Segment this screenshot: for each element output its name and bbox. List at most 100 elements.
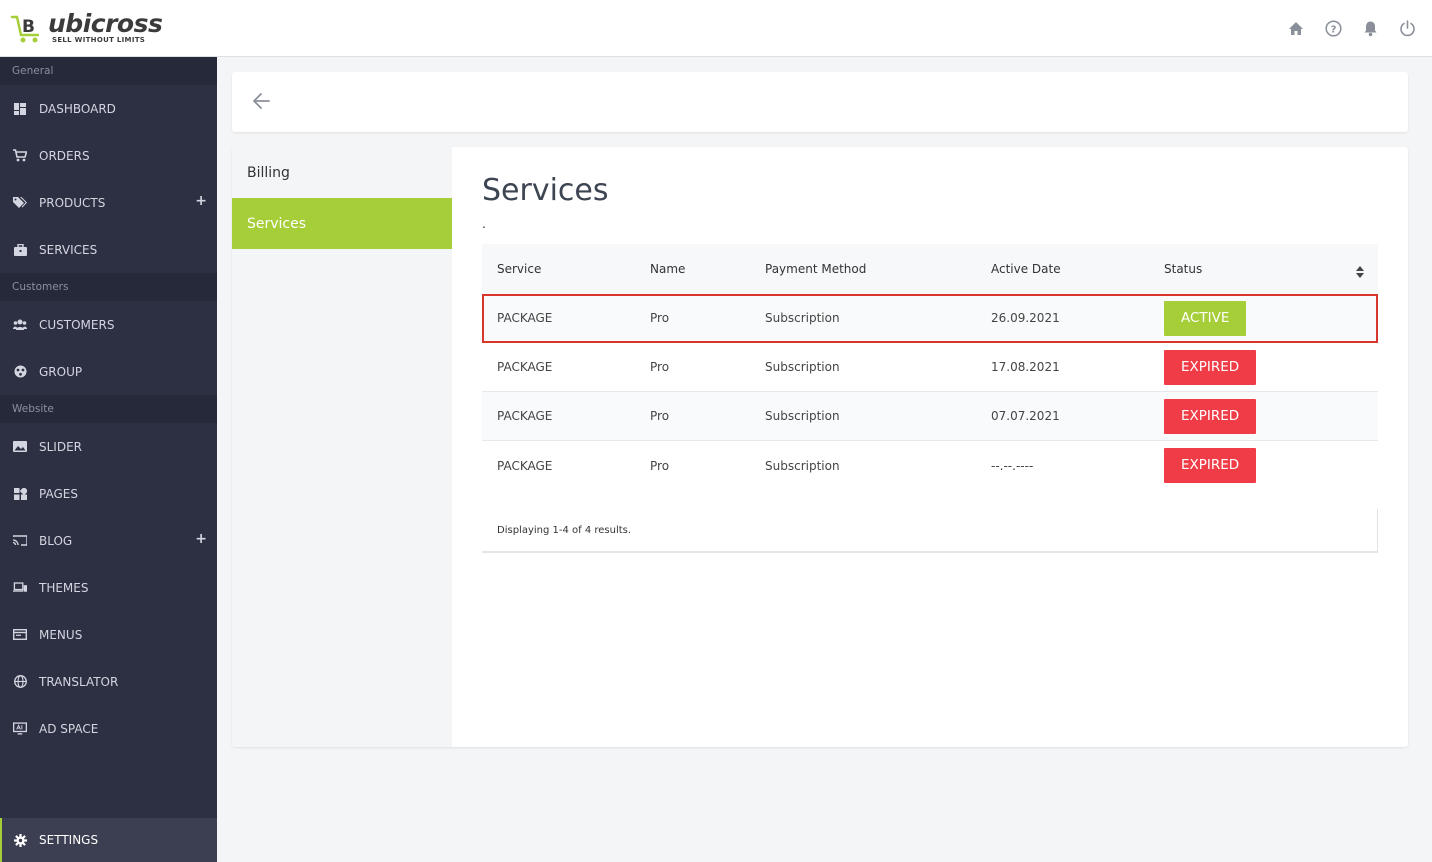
status-badge[interactable]: ACTIVE — [1164, 300, 1247, 336]
svg-text:B: B — [22, 17, 35, 37]
sidebar-item-label: THEMES — [39, 580, 89, 595]
sidebar-item-label: ORDERS — [39, 148, 90, 163]
sidebar-item-settings[interactable]: SETTINGS — [0, 818, 217, 862]
cell-active-date: --.--.---- — [991, 458, 1034, 473]
sidebar-item-group[interactable]: GROUP — [0, 348, 217, 395]
users-icon — [13, 318, 27, 332]
power-icon[interactable] — [1398, 18, 1416, 38]
dashboard-icon — [13, 102, 27, 116]
sidebar-item-ad-space[interactable]: AD SPACE — [0, 705, 217, 752]
sidebar-item-services[interactable]: SERVICES — [0, 226, 217, 273]
cell-name: Pro — [650, 458, 670, 473]
back-card — [232, 72, 1408, 132]
sidebar-section-general: General — [0, 57, 217, 85]
column-header-payment-method[interactable]: Payment Method — [765, 262, 867, 276]
menu-window-icon — [13, 628, 27, 642]
group-icon — [13, 365, 27, 379]
expand-plus-icon[interactable]: + — [195, 193, 207, 209]
cell-active-date: 26.09.2021 — [991, 311, 1060, 325]
back-arrow-icon[interactable] — [252, 92, 274, 112]
subnav-item-billing[interactable]: Billing — [247, 164, 290, 181]
sidebar-item-label: BLOG — [39, 533, 73, 548]
devices-icon — [13, 581, 27, 595]
cell-payment-method: Subscription — [765, 360, 840, 374]
sidebar-item-label: MENUS — [39, 627, 83, 642]
services-table: Service Name Payment Method Active Date … — [482, 244, 1378, 490]
sidebar-item-label: SLIDER — [39, 439, 83, 454]
subnav-item-services[interactable]: Services — [232, 198, 452, 249]
sidebar-section-website: Website — [0, 395, 217, 423]
sidebar-item-label: PAGES — [39, 486, 78, 501]
top-bar: B ubicross SELL WITHOUT LIMITS ? — [0, 0, 1432, 57]
cell-payment-method: Subscription — [765, 311, 840, 325]
sidebar-item-slider[interactable]: SLIDER — [0, 423, 217, 470]
sidebar-item-translator[interactable]: TRANSLATOR — [0, 658, 217, 705]
main-card: Billing Services Services . Service Name… — [232, 147, 1408, 747]
cell-payment-method: Subscription — [765, 409, 840, 423]
column-header-status[interactable]: Status — [1164, 262, 1203, 276]
status-badge[interactable]: EXPIRED — [1164, 398, 1257, 434]
globe-icon — [13, 675, 27, 689]
gear-icon — [13, 833, 27, 847]
sidebar-item-pages[interactable]: PAGES — [0, 470, 217, 517]
sidebar-item-customers[interactable]: CUSTOMERS — [0, 301, 217, 348]
sidebar-item-blog[interactable]: BLOG + — [0, 517, 217, 564]
sidebar-item-label: SERVICES — [39, 242, 98, 257]
sidebar-item-label: SETTINGS — [39, 833, 99, 847]
cell-name: Pro — [650, 409, 670, 423]
column-header-name[interactable]: Name — [650, 262, 686, 276]
cell-active-date: 07.07.2021 — [991, 409, 1060, 423]
page-subtitle-dot: . — [482, 217, 486, 231]
table-row[interactable]: PACKAGE Pro Subscription 17.08.2021 EXPI… — [482, 343, 1378, 392]
sort-icon[interactable] — [1356, 263, 1364, 278]
table-row[interactable]: PACKAGE Pro Subscription --.--.---- EXPI… — [482, 441, 1378, 490]
table-row[interactable]: PACKAGE Pro Subscription 26.09.2021 ACTI… — [482, 294, 1378, 343]
sidebar-item-label: GROUP — [39, 364, 83, 379]
table-header: Service Name Payment Method Active Date … — [482, 244, 1378, 294]
briefcase-icon — [13, 243, 27, 257]
page-title: Services — [482, 173, 609, 208]
sidebar-item-label: TRANSLATOR — [39, 674, 119, 689]
cell-active-date: 17.08.2021 — [991, 360, 1060, 374]
pages-icon — [13, 487, 27, 501]
brand-tagline: SELL WITHOUT LIMITS — [52, 36, 146, 44]
bell-icon[interactable] — [1361, 18, 1379, 38]
cell-name: Pro — [650, 311, 670, 325]
help-icon[interactable]: ? — [1324, 18, 1342, 38]
sidebar-item-label: CUSTOMERS — [39, 317, 115, 332]
cell-service: PACKAGE — [497, 311, 553, 325]
table-row[interactable]: PACKAGE Pro Subscription 07.07.2021 EXPI… — [482, 392, 1378, 441]
expand-plus-icon[interactable]: + — [195, 531, 207, 547]
pagination-summary: Displaying 1-4 of 4 results. — [482, 509, 1378, 553]
home-icon[interactable] — [1287, 18, 1305, 38]
column-header-active-date[interactable]: Active Date — [991, 262, 1061, 276]
sidebar-item-label: PRODUCTS — [39, 195, 106, 210]
sidebar-item-products[interactable]: PRODUCTS + — [0, 179, 217, 226]
cell-service: PACKAGE — [497, 458, 553, 473]
sidebar-item-dashboard[interactable]: DASHBOARD — [0, 85, 217, 132]
cell-payment-method: Subscription — [765, 458, 840, 473]
sidebar-item-themes[interactable]: THEMES — [0, 564, 217, 611]
sidebar-item-label: AD SPACE — [39, 721, 99, 736]
status-badge[interactable]: EXPIRED — [1164, 349, 1257, 385]
svg-text:?: ? — [1330, 24, 1336, 35]
ad-screen-icon — [13, 722, 27, 736]
sidebar-item-orders[interactable]: ORDERS — [0, 132, 217, 179]
sidebar-item-menus[interactable]: MENUS — [0, 611, 217, 658]
column-header-service[interactable]: Service — [497, 262, 542, 276]
status-badge[interactable]: EXPIRED — [1164, 448, 1257, 483]
cart-logo-icon: B — [10, 11, 46, 45]
sidebar: General DASHBOARD ORDERS PRODUCTS + SERV… — [0, 57, 217, 862]
tags-icon — [13, 196, 27, 210]
cell-name: Pro — [650, 360, 670, 374]
cart-icon — [13, 149, 27, 163]
brand-name: ubicross — [48, 9, 163, 38]
brand-logo[interactable]: B ubicross SELL WITHOUT LIMITS — [10, 9, 163, 46]
settings-subnav: Billing Services — [232, 147, 452, 747]
cell-service: PACKAGE — [497, 360, 553, 374]
sidebar-section-customers: Customers — [0, 273, 217, 301]
image-icon — [13, 440, 27, 454]
cell-service: PACKAGE — [497, 409, 553, 423]
sidebar-item-label: DASHBOARD — [39, 101, 116, 116]
cast-icon — [13, 534, 27, 548]
